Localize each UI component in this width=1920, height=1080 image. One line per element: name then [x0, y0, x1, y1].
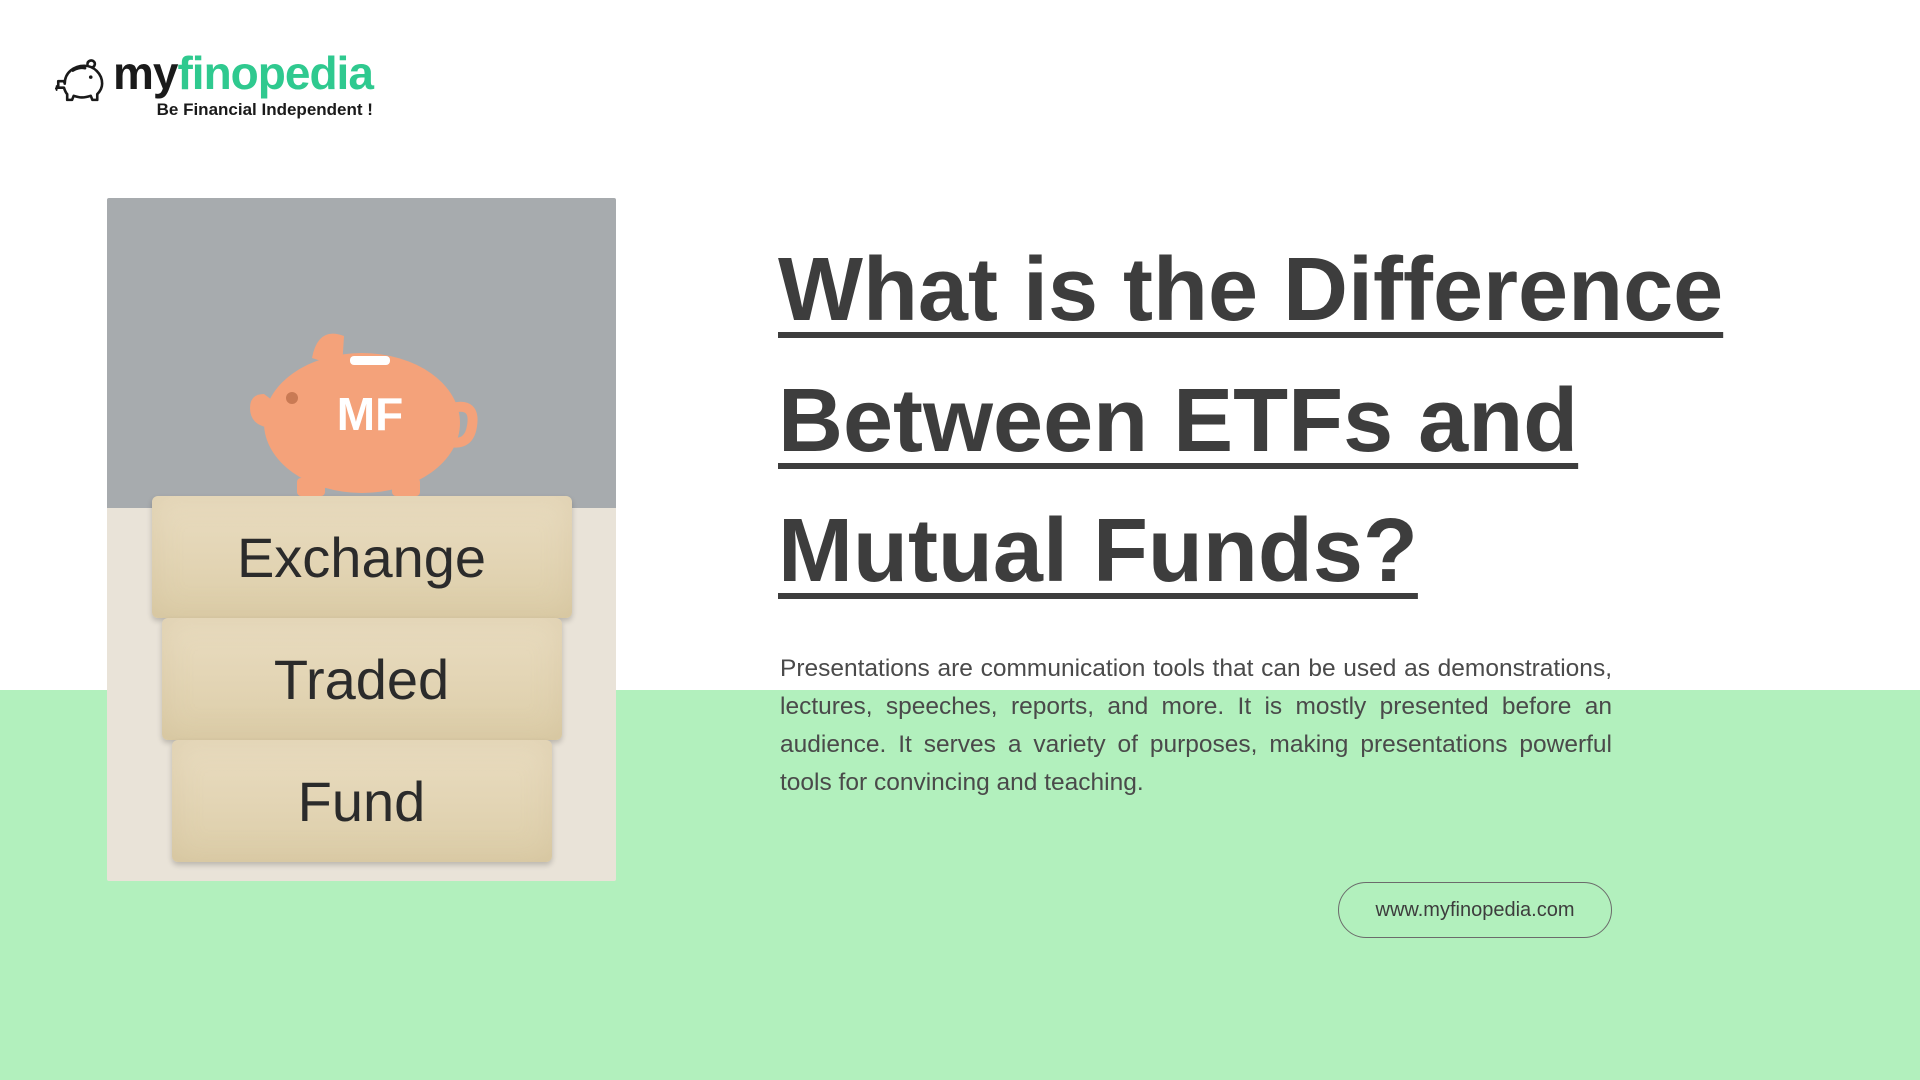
wood-block-3-label: Fund: [298, 769, 426, 834]
piggy-bank-icon: [55, 58, 107, 106]
wood-block-2-label: Traded: [274, 647, 449, 712]
logo-prefix: my: [113, 47, 177, 99]
wood-block-1-label: Exchange: [237, 525, 486, 590]
piggy-graphic: MF: [242, 308, 482, 498]
wood-block-1: Exchange: [152, 496, 572, 618]
piggy-label: MF: [336, 388, 402, 440]
site-logo: myfinopedia Be Financial Independent !: [55, 50, 373, 120]
website-link[interactable]: www.myfinopedia.com: [1338, 882, 1612, 938]
logo-suffix: finopedia: [177, 47, 372, 99]
logo-tagline: Be Financial Independent !: [113, 100, 373, 120]
wood-block-2: Traded: [162, 618, 562, 740]
logo-text-block: myfinopedia Be Financial Independent !: [113, 50, 373, 120]
wood-block-3: Fund: [172, 740, 552, 862]
page-title: What is the Difference Between ETFs and …: [778, 225, 1788, 617]
hero-illustration: Exchange Traded Fund MF: [107, 198, 616, 881]
logo-wordmark: myfinopedia: [113, 50, 373, 96]
intro-paragraph: Presentations are communication tools th…: [780, 650, 1612, 802]
